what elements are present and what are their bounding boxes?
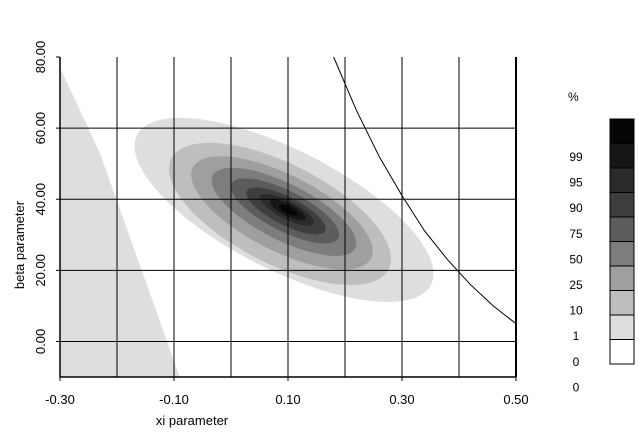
legend-label: 50 <box>569 252 583 266</box>
x-tick-label: 0.30 <box>389 392 414 407</box>
legend-swatch <box>609 143 635 169</box>
legend-swatch <box>609 192 635 218</box>
legend-label: 10 <box>569 304 583 318</box>
boundary-curve-layer <box>333 56 517 325</box>
legend-label: 1 <box>573 329 580 343</box>
density-fill <box>60 55 518 378</box>
y-axis-ticks: 0.00 20.00 40.00 60.00 80.00 <box>33 41 60 354</box>
legend-swatch <box>609 265 635 291</box>
legend-label: 0 <box>573 355 580 369</box>
x-axis-label: xi parameter <box>156 413 229 428</box>
y-tick-label: 40.00 <box>33 183 48 216</box>
legend-swatch <box>609 167 635 193</box>
y-tick-label: 80.00 <box>33 41 48 74</box>
legend-swatch <box>609 339 635 365</box>
x-axis-ticks: -0.30 -0.10 0.10 0.30 0.50 <box>45 377 529 407</box>
legend-swatch <box>609 241 635 267</box>
feasible-region-wedge <box>60 67 180 378</box>
boundary-curve <box>333 56 517 325</box>
y-tick-label: 0.00 <box>33 329 48 354</box>
legend-label: 99 <box>569 150 583 164</box>
y-tick-label: 60.00 <box>33 112 48 145</box>
y-tick-label: 20.00 <box>33 254 48 287</box>
legend-swatch <box>609 290 635 316</box>
x-tick-label: 0.10 <box>275 392 300 407</box>
y-axis-label: beta parameter <box>12 200 27 289</box>
x-tick-label: -0.30 <box>45 392 75 407</box>
legend-label: 0 <box>573 380 580 394</box>
legend-swatch <box>609 314 635 340</box>
x-tick-label: -0.10 <box>159 392 189 407</box>
legend-label: 95 <box>569 176 583 190</box>
legend-label: 90 <box>569 201 583 215</box>
legend-swatch <box>609 118 635 144</box>
legend-label: 25 <box>569 278 583 292</box>
x-tick-label: 0.50 <box>503 392 528 407</box>
legend-label: 75 <box>569 227 583 241</box>
legend-title: % <box>568 90 579 104</box>
infeasible-region <box>333 55 518 324</box>
legend-swatch <box>609 216 635 242</box>
